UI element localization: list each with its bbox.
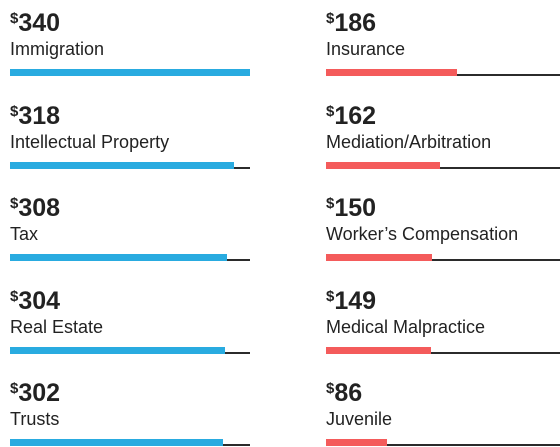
bar [10,254,228,262]
bar [10,439,224,447]
value-label: $150 [326,194,377,223]
bar [326,69,458,76]
category-label: Mediation/Arbitration [326,131,492,152]
category-label: Tax [10,224,39,245]
bar-track [326,166,560,169]
value-label: $86 [326,379,363,408]
category-label: Immigration [10,39,105,59]
category-label: Juvenile [326,409,393,430]
category-label: Trusts [10,409,60,430]
value-label: $186 [326,9,377,37]
bar [326,254,432,262]
bar [326,346,432,354]
bar [10,69,250,76]
bar [326,439,387,447]
category-label: Worker’s Compensation [326,224,519,245]
value-label: $318 [10,101,61,130]
category-label: Medical Malpractice [326,316,486,337]
value-label: $308 [10,194,61,223]
value-label: $149 [326,286,377,315]
value-label: $302 [10,379,61,408]
bar-track [326,259,560,262]
bar-track [326,351,560,354]
category-label: Real Estate [10,316,104,337]
category-label: Intellectual Property [10,131,170,152]
bar [10,346,225,354]
value-label: $304 [10,286,61,315]
category-label: Insurance [326,39,406,59]
value-label: $340 [10,9,61,37]
bar [10,161,235,169]
value-label: $162 [326,101,377,130]
bar [326,161,441,169]
bar-track [326,444,560,447]
